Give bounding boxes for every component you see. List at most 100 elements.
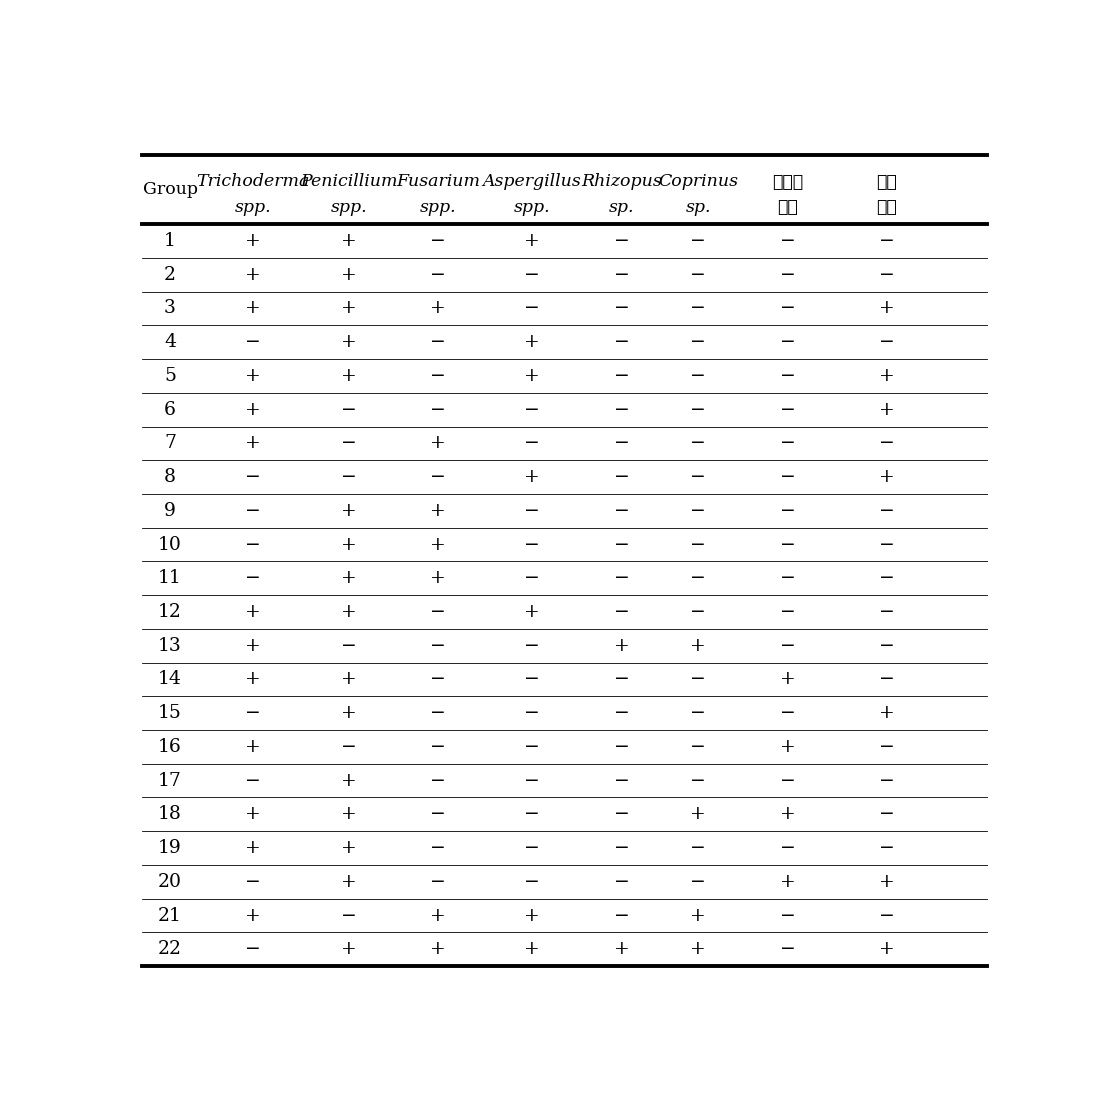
Text: −: − [780, 232, 796, 250]
Text: +: + [341, 941, 357, 958]
Text: −: − [524, 535, 539, 554]
Text: +: + [341, 772, 357, 789]
Text: +: + [430, 502, 446, 520]
Text: −: − [244, 468, 261, 486]
Text: −: − [244, 941, 261, 958]
Text: −: − [613, 772, 630, 789]
Text: −: − [244, 873, 261, 891]
Text: −: − [244, 333, 261, 351]
Text: −: − [879, 636, 895, 655]
Text: Group: Group [142, 181, 197, 198]
Text: −: − [690, 468, 706, 486]
Text: −: − [613, 232, 630, 250]
Text: +: + [341, 367, 357, 385]
Text: 8: 8 [164, 468, 176, 486]
Text: −: − [430, 805, 446, 823]
Text: 담자: 담자 [876, 173, 897, 191]
Text: −: − [524, 569, 539, 587]
Text: spp.: spp. [419, 199, 456, 216]
Text: −: − [341, 468, 357, 486]
Text: +: + [690, 636, 706, 655]
Text: −: − [613, 704, 630, 723]
Text: spp.: spp. [513, 199, 550, 216]
Text: +: + [430, 907, 446, 924]
Text: −: − [430, 670, 446, 689]
Text: −: − [780, 435, 796, 452]
Text: 19: 19 [159, 839, 182, 857]
Text: −: − [780, 333, 796, 351]
Text: +: + [244, 367, 261, 385]
Text: −: − [341, 907, 357, 924]
Text: −: − [524, 299, 539, 318]
Text: −: − [524, 266, 539, 284]
Text: −: − [690, 603, 706, 621]
Text: 4: 4 [164, 333, 176, 351]
Text: +: + [244, 839, 261, 857]
Text: +: + [341, 805, 357, 823]
Text: −: − [430, 232, 446, 250]
Text: 효모형: 효모형 [772, 173, 804, 191]
Text: 21: 21 [159, 907, 182, 924]
Text: spp.: spp. [331, 199, 368, 216]
Text: +: + [430, 569, 446, 587]
Text: −: − [780, 535, 796, 554]
Text: −: − [244, 569, 261, 587]
Text: +: + [244, 232, 261, 250]
Text: +: + [244, 401, 261, 418]
Text: +: + [879, 367, 895, 385]
Text: −: − [690, 704, 706, 723]
Text: −: − [524, 873, 539, 891]
Text: −: − [690, 772, 706, 789]
Text: −: − [879, 603, 895, 621]
Text: −: − [879, 805, 895, 823]
Text: −: − [780, 468, 796, 486]
Text: +: + [879, 468, 895, 486]
Text: +: + [341, 603, 357, 621]
Text: −: − [430, 266, 446, 284]
Text: −: − [780, 367, 796, 385]
Text: −: − [341, 738, 357, 756]
Text: −: − [244, 535, 261, 554]
Text: −: − [879, 266, 895, 284]
Text: −: − [613, 873, 630, 891]
Text: +: + [613, 636, 630, 655]
Text: −: − [690, 299, 706, 318]
Text: −: − [879, 569, 895, 587]
Text: spp.: spp. [235, 199, 271, 216]
Text: +: + [341, 266, 357, 284]
Text: −: − [613, 401, 630, 418]
Text: −: − [430, 636, 446, 655]
Text: −: − [780, 839, 796, 857]
Text: +: + [244, 738, 261, 756]
Text: +: + [524, 333, 539, 351]
Text: −: − [524, 401, 539, 418]
Text: Rhizopus: Rhizopus [581, 173, 662, 191]
Text: −: − [780, 266, 796, 284]
Text: +: + [341, 299, 357, 318]
Text: +: + [341, 670, 357, 689]
Text: −: − [524, 435, 539, 452]
Text: +: + [341, 535, 357, 554]
Text: 10: 10 [159, 535, 182, 554]
Text: −: − [613, 435, 630, 452]
Text: −: − [780, 502, 796, 520]
Text: −: − [780, 401, 796, 418]
Text: −: − [524, 738, 539, 756]
Text: 17: 17 [159, 772, 182, 789]
Text: −: − [430, 738, 446, 756]
Text: −: − [780, 772, 796, 789]
Text: −: − [879, 738, 895, 756]
Text: +: + [244, 805, 261, 823]
Text: −: − [613, 839, 630, 857]
Text: −: − [341, 636, 357, 655]
Text: +: + [690, 907, 706, 924]
Text: +: + [341, 704, 357, 723]
Text: −: − [613, 670, 630, 689]
Text: −: − [613, 367, 630, 385]
Text: −: − [613, 266, 630, 284]
Text: −: − [780, 636, 796, 655]
Text: +: + [341, 502, 357, 520]
Text: +: + [879, 941, 895, 958]
Text: −: − [690, 738, 706, 756]
Text: +: + [430, 941, 446, 958]
